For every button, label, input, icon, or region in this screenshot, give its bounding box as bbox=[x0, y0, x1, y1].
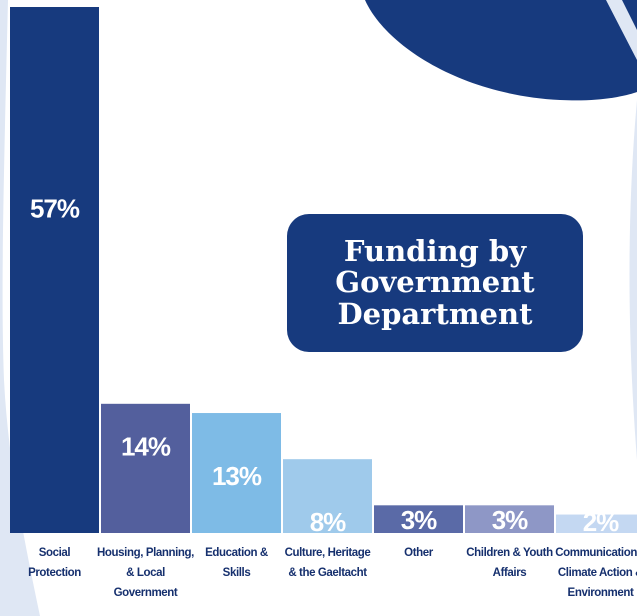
category-label-0-line-0: Social bbox=[39, 547, 71, 559]
bar-5 bbox=[465, 505, 554, 533]
value-labels: 57% 14% 13% 8% 3% 3% 2% bbox=[30, 193, 620, 537]
bar-value-label-3: 8% bbox=[310, 507, 346, 537]
category-label-1-line-0: Housing, Planning, bbox=[97, 547, 194, 559]
bar-0 bbox=[10, 7, 99, 533]
bar-3 bbox=[283, 459, 372, 533]
category-label-3-line-0: Culture, Heritage bbox=[285, 547, 371, 559]
bar-value-label-0: 57% bbox=[30, 193, 80, 223]
category-label-5-line-0: Children & Youth bbox=[466, 547, 553, 559]
category-label-6-line-1: Climate Action & bbox=[558, 567, 637, 579]
category-label-1-line-2: Government bbox=[114, 587, 178, 599]
bar-value-label-4: 3% bbox=[401, 505, 437, 535]
bar-value-label-5: 3% bbox=[492, 505, 528, 535]
title-box: Funding by Government Department bbox=[287, 214, 583, 352]
chart-title: Funding by Government Department bbox=[335, 234, 535, 331]
bar-value-label-6: 2% bbox=[583, 507, 619, 537]
decor-top-right-circle bbox=[365, 0, 637, 101]
category-label-6-line-2: Environment bbox=[568, 587, 634, 599]
category-labels: Social Protection Housing, Planning, & Loca… bbox=[28, 547, 637, 599]
category-label-1-line-1: & Local bbox=[126, 567, 165, 579]
category-label-4-line-0: Other bbox=[404, 547, 434, 559]
category-label-3-line-1: & the Gaeltacht bbox=[288, 567, 367, 579]
bar-4 bbox=[374, 505, 463, 533]
category-label-6-line-0: Communications, bbox=[555, 547, 637, 559]
category-label-2-line-1: Skills bbox=[223, 567, 251, 579]
category-label-5-line-1: Affairs bbox=[493, 567, 527, 579]
bars bbox=[10, 7, 637, 533]
decor-right-edge bbox=[629, 100, 637, 460]
bar-2 bbox=[192, 413, 281, 533]
category-label-2-line-0: Education & bbox=[205, 547, 268, 559]
bar-1 bbox=[101, 403, 190, 533]
decor-top-right-stripe bbox=[606, 0, 637, 60]
bar-value-label-2: 13% bbox=[212, 461, 262, 491]
bar-6 bbox=[556, 514, 637, 533]
bar-value-label-1: 14% bbox=[121, 431, 171, 461]
category-label-0-line-1: Protection bbox=[28, 567, 81, 579]
